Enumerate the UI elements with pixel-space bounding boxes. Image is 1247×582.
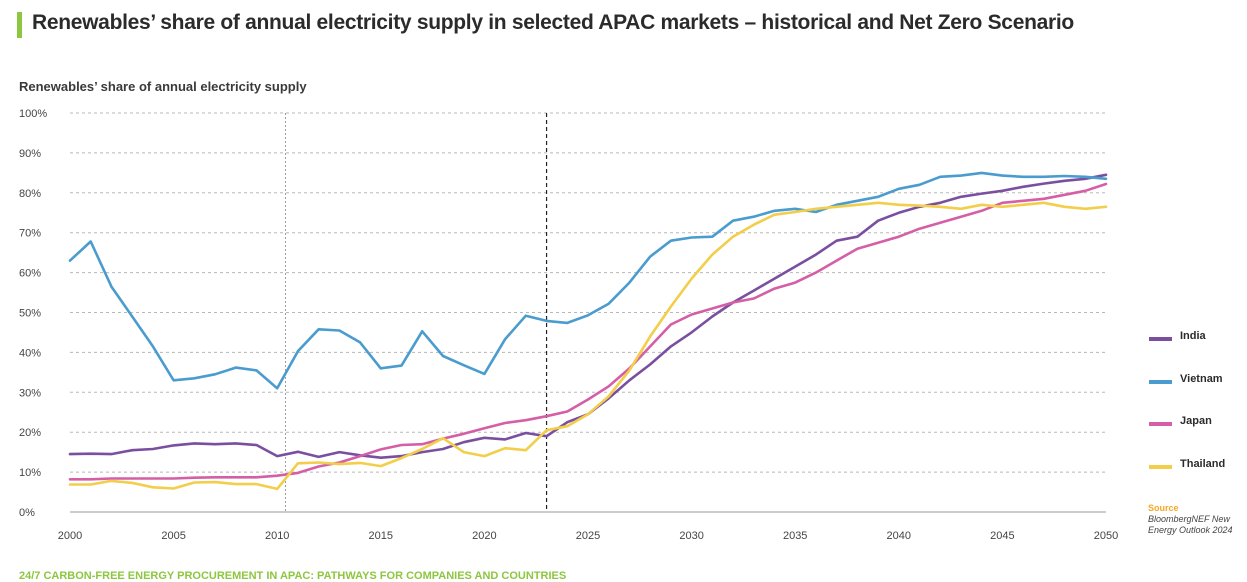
y-tick-label: 10% [19,467,41,479]
x-tick-label: 2015 [369,530,393,542]
x-tick-label: 2035 [783,530,807,542]
series-lines [68,171,1108,491]
chart-title: Renewables’ share of annual electricity … [32,11,1074,34]
series-line-thailand [68,201,1108,491]
source-note: Source BloombergNEF New Energy Outlook 2… [1148,503,1243,536]
x-tick-label: 2045 [990,530,1014,542]
reference-lines [284,113,548,512]
x-tick-label: 2040 [887,530,911,542]
x-tick-label: 2005 [161,530,185,542]
title-accent-bar [17,12,22,38]
y-tick-label: 90% [19,148,41,160]
y-tick-label: 30% [19,387,41,399]
y-tick-label: 20% [19,427,41,439]
y-tick-label: 80% [19,188,41,200]
series-line-japan [68,182,1108,481]
y-tick-label: 70% [19,228,41,240]
y-tick-labels: 0% 10% 20% 30% 40% 50% 60% 70% 80% 90% 100% [19,108,47,519]
x-tick-label: 2020 [472,530,496,542]
legend-label-vietnam: Vietnam [1180,373,1223,385]
legend-swatch-india [1149,337,1172,341]
x-tick-label: 2025 [576,530,600,542]
legend-swatch-thailand [1149,465,1172,469]
y-tick-label: 60% [19,268,41,280]
chart-grid [70,112,1106,513]
page-footer: 24/7 CARBON-FREE ENERGY PROCUREMENT IN A… [19,570,567,582]
x-tick-label: 2000 [58,530,82,542]
x-tick-label: 2010 [265,530,289,542]
legend-label-japan: Japan [1180,415,1212,427]
legend-label-india: India [1180,330,1206,342]
y-tick-label: 0% [19,507,35,519]
y-axis-title: Renewables’ share of annual electricity … [19,79,307,94]
y-tick-label: 50% [19,308,41,320]
x-tick-label: 2050 [1094,530,1118,542]
legend-swatch-japan [1149,422,1172,426]
x-tick-labels: 2000 2005 2010 2015 2020 2025 2030 2035 2040 2045… [58,530,1118,542]
legend-label-thailand: Thailand [1180,458,1226,470]
series-line-vietnam [68,171,1108,390]
legend-swatch-vietnam [1149,380,1172,384]
x-tick-label: 2030 [679,530,703,542]
y-tick-label: 100% [19,108,47,120]
y-tick-label: 40% [19,347,41,359]
source-text: BloombergNEF New Energy Outlook 2024 [1148,514,1233,535]
source-heading: Source [1148,503,1179,513]
